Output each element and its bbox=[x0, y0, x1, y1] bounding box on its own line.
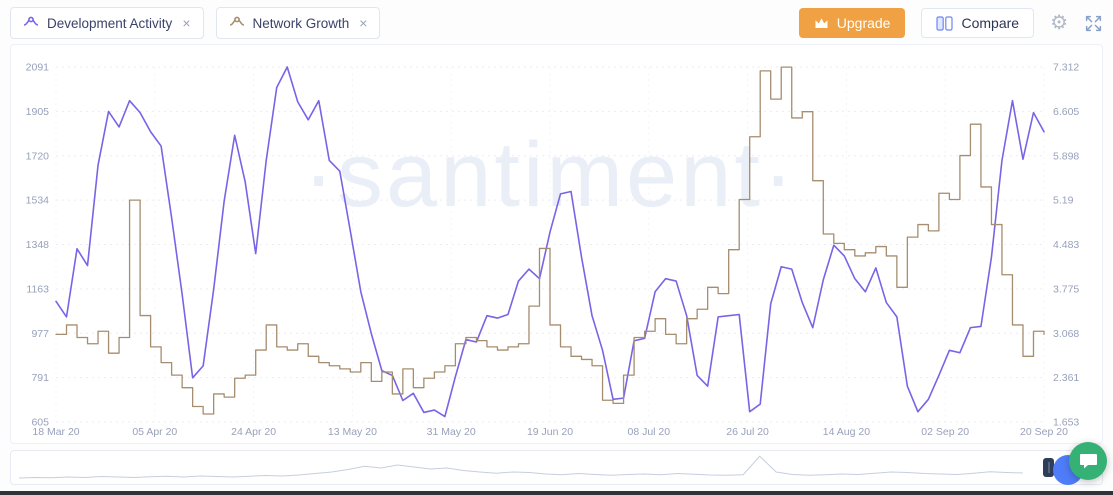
svg-text:31 May 20: 31 May 20 bbox=[427, 426, 476, 438]
svg-text:19 Jun 20: 19 Jun 20 bbox=[527, 426, 573, 438]
svg-text:977: 977 bbox=[31, 328, 49, 340]
minimap-handle[interactable] bbox=[1043, 458, 1054, 477]
metric-chip-label: Development Activity bbox=[47, 15, 173, 31]
svg-text:605: 605 bbox=[31, 417, 49, 429]
svg-text:13 May 20: 13 May 20 bbox=[328, 426, 377, 438]
upgrade-button[interactable]: Upgrade bbox=[798, 8, 906, 38]
svg-text:·santiment·: ·santiment· bbox=[303, 124, 796, 226]
svg-text:5.19: 5.19 bbox=[1053, 195, 1074, 207]
svg-text:7.312: 7.312 bbox=[1053, 62, 1079, 74]
close-icon[interactable]: × bbox=[182, 15, 191, 31]
metric-chip-network-growth[interactable]: Network Growth × bbox=[215, 7, 381, 39]
svg-text:4.483: 4.483 bbox=[1053, 239, 1079, 251]
svg-text:05 Apr 20: 05 Apr 20 bbox=[132, 426, 177, 438]
svg-text:791: 791 bbox=[31, 372, 49, 384]
toolbar-right-group: Upgrade Compare ⚙ bbox=[798, 8, 1103, 38]
compare-label: Compare bbox=[961, 15, 1020, 31]
svg-text:20 Sep 20: 20 Sep 20 bbox=[1020, 426, 1068, 438]
toolbar: Development Activity × Network Growth × … bbox=[10, 7, 1103, 39]
crown-icon bbox=[815, 17, 828, 28]
fullscreen-icon[interactable] bbox=[1084, 14, 1103, 33]
svg-text:24 Apr 20: 24 Apr 20 bbox=[231, 426, 276, 438]
svg-text:1163: 1163 bbox=[26, 283, 49, 295]
chart-panel[interactable]: 18 Mar 20 05 Apr 20 24 Apr 20 13 May 20 31 M… bbox=[10, 44, 1103, 444]
upgrade-label: Upgrade bbox=[836, 15, 891, 31]
chat-bubble-icon bbox=[1079, 453, 1097, 468]
metric-line-icon bbox=[229, 16, 244, 26]
minimap-canvas[interactable] bbox=[11, 451, 1102, 484]
svg-text:1348: 1348 bbox=[26, 239, 50, 251]
svg-text:1534: 1534 bbox=[26, 195, 50, 207]
svg-text:02 Sep 20: 02 Sep 20 bbox=[921, 426, 969, 438]
svg-text:18 Mar 20: 18 Mar 20 bbox=[32, 426, 79, 438]
gear-icon[interactable]: ⚙ bbox=[1050, 12, 1068, 34]
svg-text:1.653: 1.653 bbox=[1053, 417, 1079, 429]
compare-columns-icon bbox=[936, 15, 954, 31]
svg-text:1720: 1720 bbox=[26, 150, 50, 162]
svg-text:5.898: 5.898 bbox=[1053, 150, 1079, 162]
svg-text:6.605: 6.605 bbox=[1053, 106, 1079, 118]
svg-text:26 Jul 20: 26 Jul 20 bbox=[726, 426, 769, 438]
metric-chips: Development Activity × Network Growth × bbox=[10, 7, 381, 39]
timeline-minimap[interactable] bbox=[10, 450, 1103, 485]
close-icon[interactable]: × bbox=[359, 15, 368, 31]
svg-text:14 Aug 20: 14 Aug 20 bbox=[823, 426, 870, 438]
chat-launcher-button[interactable] bbox=[1069, 442, 1107, 480]
chart-canvas[interactable]: 18 Mar 20 05 Apr 20 24 Apr 20 13 May 20 31 M… bbox=[11, 45, 1102, 443]
svg-text:2091: 2091 bbox=[26, 62, 50, 74]
metric-line-icon bbox=[23, 16, 39, 26]
window-bottom-edge bbox=[0, 491, 1113, 495]
svg-text:3.775: 3.775 bbox=[1053, 283, 1079, 295]
metric-chip-label: Network Growth bbox=[252, 15, 350, 31]
svg-text:08 Jul 20: 08 Jul 20 bbox=[627, 426, 670, 438]
svg-text:3.068: 3.068 bbox=[1053, 328, 1079, 340]
metric-chip-development-activity[interactable]: Development Activity × bbox=[10, 7, 204, 39]
svg-text:1905: 1905 bbox=[26, 106, 50, 118]
compare-button[interactable]: Compare bbox=[921, 8, 1035, 38]
svg-text:2.361: 2.361 bbox=[1053, 372, 1079, 384]
